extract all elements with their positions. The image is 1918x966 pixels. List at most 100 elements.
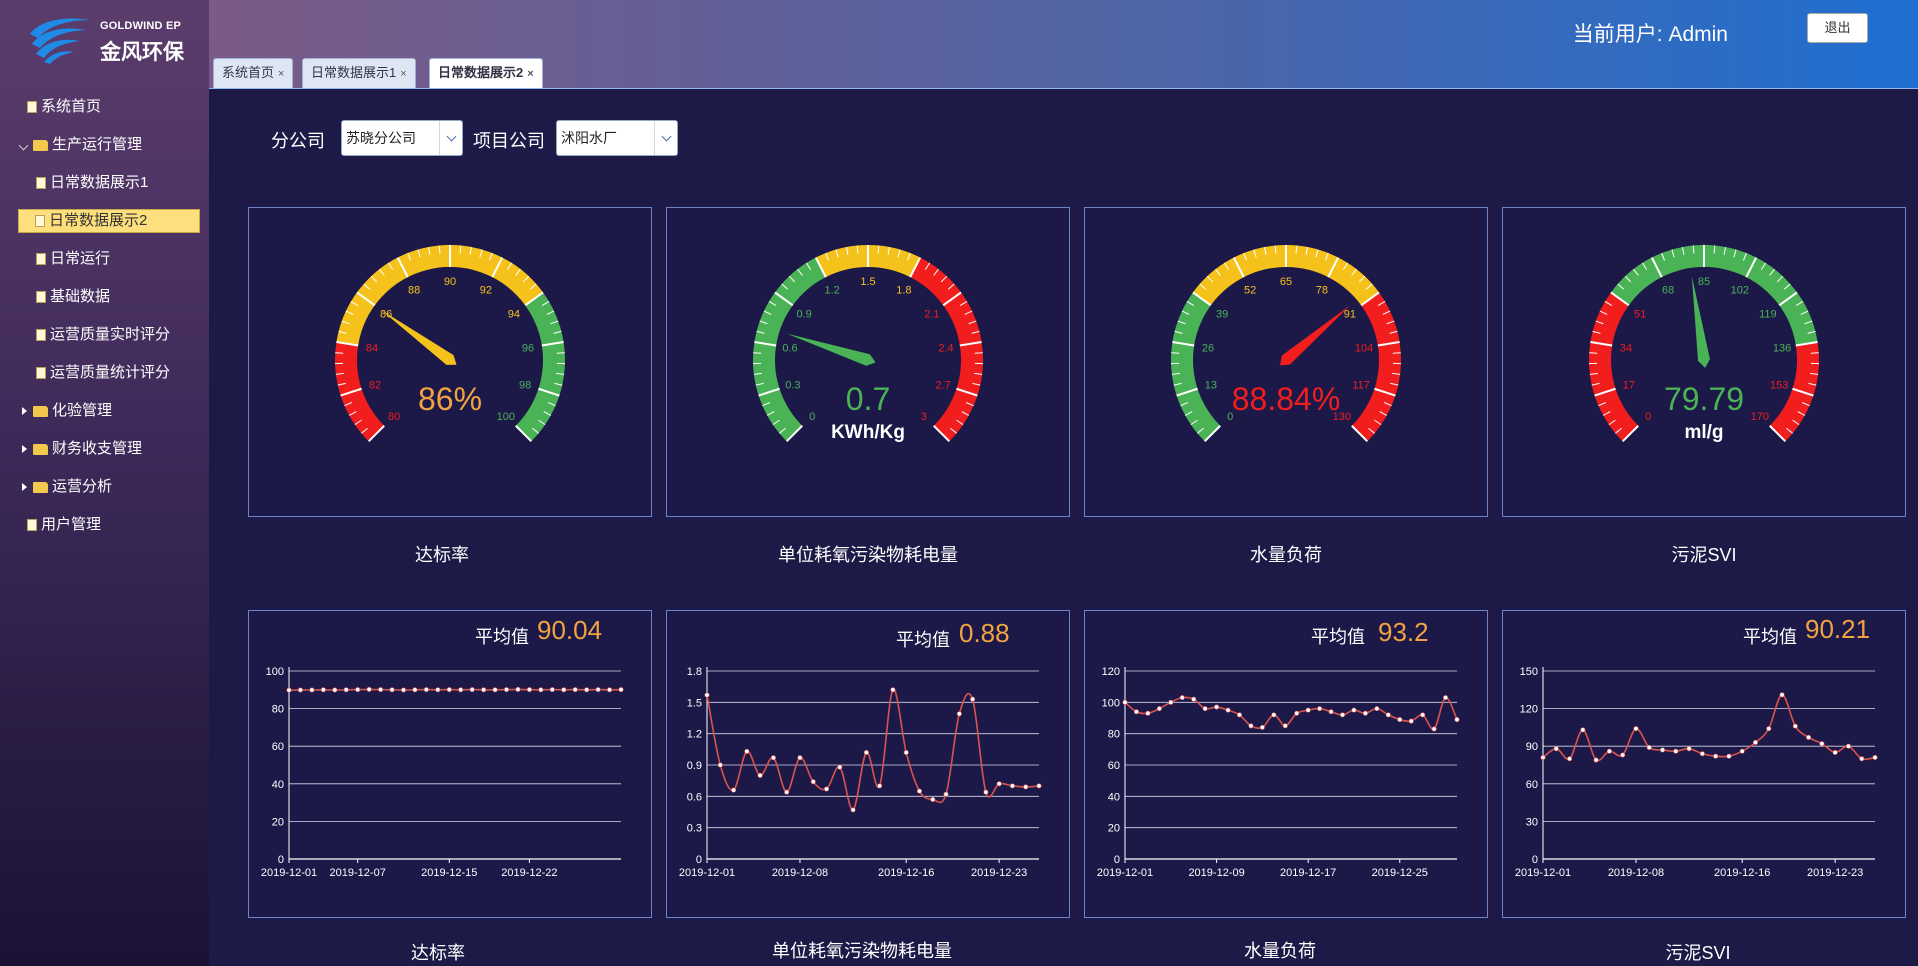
gauge-minor-tick — [1377, 301, 1386, 306]
sidebar-item-finance[interactable]: 财务收支管理 — [22, 437, 142, 461]
gauge-band-green — [1171, 292, 1221, 442]
gauge-tick-label: 102 — [1731, 285, 1749, 297]
gauge-minor-tick — [1173, 382, 1182, 386]
series-line — [706, 688, 1040, 811]
gauge-minor-tick — [961, 411, 970, 416]
data-point — [1340, 712, 1346, 718]
data-point — [1294, 710, 1300, 716]
chevron-down-icon[interactable] — [439, 121, 462, 155]
collapsed-caret-icon[interactable] — [22, 445, 27, 453]
data-point — [770, 755, 776, 761]
y-tick-label: 0.6 — [687, 791, 702, 803]
tab-home[interactable]: 系统首页 × — [213, 58, 294, 88]
branch-select[interactable]: 苏晓分公司 — [341, 120, 463, 156]
gauge-minor-tick — [417, 249, 421, 258]
y-tick-label: 40 — [1108, 791, 1120, 803]
sidebar-item-daily-data-2[interactable]: 日常数据展示2 — [18, 209, 200, 233]
x-tick-label: 2019-12-01 — [679, 867, 735, 879]
sidebar-item-basic-data[interactable]: 基础数据 — [36, 285, 110, 309]
gauge-panel-power: 0 0.3 0.6 0.9 1.2 1.5 1.8 2.1 2.4 2.7 3 0.7 KWh/Kg — [666, 207, 1070, 517]
data-point — [1580, 727, 1586, 733]
tab-label: 日常数据展示2 — [438, 65, 524, 80]
gauge-minor-tick — [768, 301, 777, 306]
data-point — [320, 687, 326, 693]
data-point — [286, 687, 292, 693]
data-point — [1792, 723, 1798, 729]
sidebar-item-daily-operation[interactable]: 日常运行 — [36, 247, 110, 271]
collapsed-caret-icon[interactable] — [22, 407, 27, 415]
sidebar-item-realtime-score[interactable]: 运营质量实时评分 — [36, 323, 170, 347]
gauge-minor-tick — [1389, 330, 1398, 334]
gauge-tick-label: 86 — [380, 309, 392, 321]
data-point — [1726, 753, 1732, 759]
data-point — [469, 687, 475, 693]
gauge-minor-tick — [947, 283, 955, 290]
data-point — [309, 687, 315, 693]
brand-logo: GOLDWIND EP 金风环保 — [26, 14, 196, 70]
gauge-major-tick — [491, 257, 504, 278]
chevron-down-icon[interactable] — [654, 121, 677, 155]
gauge-minor-tick — [1800, 310, 1809, 315]
gauge-minor-tick — [797, 268, 803, 276]
data-point — [1553, 746, 1559, 752]
gauge-minor-tick — [753, 372, 762, 375]
sidebar-item-statistic-score[interactable]: 运营质量统计评分 — [36, 361, 170, 385]
gauge-major-tick — [1590, 341, 1613, 347]
gauge-minor-tick — [968, 320, 977, 325]
gauge-minor-tick — [1804, 320, 1813, 325]
average-label: 平均值 — [1743, 627, 1797, 647]
gauge-minor-tick — [1776, 275, 1784, 283]
gauge-minor-tick — [506, 262, 513, 270]
sidebar-item-label: 日常数据展示2 — [49, 212, 148, 229]
gauge-minor-tick — [370, 275, 378, 283]
gauge-value: 0.7 — [846, 381, 890, 417]
sidebar-item-lab[interactable]: 化验管理 — [22, 399, 112, 423]
sidebar-item-users[interactable]: 用户管理 — [27, 513, 101, 537]
tab-daily-data-2[interactable]: 日常数据展示2 × — [429, 58, 543, 88]
gauge-major-tick — [340, 387, 362, 397]
expanded-caret-icon[interactable] — [18, 140, 29, 150]
sidebar-item-daily-data-1[interactable]: 日常数据展示1 — [36, 171, 148, 195]
branch-select-value: 苏晓分公司 — [346, 130, 416, 146]
data-point — [1606, 748, 1612, 754]
y-tick-label: 0 — [696, 854, 702, 866]
gauge-minor-tick — [479, 249, 483, 258]
project-select[interactable]: 沭阳水厂 — [556, 120, 678, 156]
sidebar-item-production[interactable]: 生产运行管理 — [18, 133, 143, 157]
gauge-panel-water-load: 0 13 26 39 52 65 78 91 104 117 130 88.84% — [1084, 207, 1488, 517]
sidebar-item-label: 用户管理 — [41, 516, 102, 533]
data-point — [538, 687, 544, 693]
gauge-minor-tick — [1263, 246, 1267, 255]
close-icon[interactable]: × — [400, 68, 407, 80]
collapsed-caret-icon[interactable] — [22, 483, 27, 491]
gauge-minor-tick — [1274, 245, 1277, 254]
data-point — [366, 686, 372, 692]
sidebar-item-analysis[interactable]: 运营分析 — [22, 475, 112, 499]
tab-daily-data-1[interactable]: 日常数据展示1 × — [302, 58, 416, 88]
gauge-minor-tick — [1206, 275, 1214, 283]
gauge-tick-label: 65 — [1280, 276, 1292, 288]
sidebar-item-label: 化验管理 — [52, 402, 113, 419]
document-icon — [36, 253, 46, 265]
gauge-major-tick — [1176, 387, 1198, 397]
gauge-tick-label: 0.6 — [782, 343, 797, 355]
y-tick-label: 20 — [1108, 823, 1120, 835]
gauge-minor-tick — [1617, 283, 1625, 290]
logout-button[interactable]: 退出 — [1807, 13, 1868, 43]
average-label: 平均值 — [475, 627, 529, 647]
sidebar-item-label: 生产运行管理 — [52, 136, 143, 153]
gauge-minor-tick — [805, 262, 812, 270]
gauge-major-tick — [1778, 291, 1798, 307]
gauge-major-tick — [758, 387, 780, 397]
close-icon[interactable]: × — [527, 68, 534, 80]
data-point — [355, 687, 361, 693]
gauge-value: 86% — [418, 381, 482, 417]
sidebar-item-home[interactable]: 系统首页 — [27, 95, 101, 119]
gauge-title-power: 单位耗氧污染物耗电量 — [778, 545, 958, 565]
gauge-tick-label: 84 — [366, 343, 378, 355]
line-panel-sludge-svi: 0 30 60 90 120 150 2019-12-01 2019-12-08 2019-12… — [1502, 610, 1906, 918]
gauge-minor-tick — [835, 249, 839, 258]
gauge-major-tick — [785, 425, 803, 443]
close-icon[interactable]: × — [278, 68, 285, 80]
gauge-unit: ml/g — [1684, 422, 1723, 443]
